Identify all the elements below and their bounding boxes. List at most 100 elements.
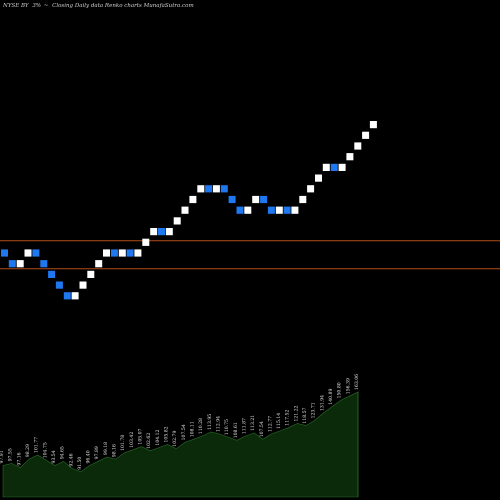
volume-label: 91.50 [77, 457, 83, 470]
reference-lines [0, 240, 500, 270]
volume-label: 105.07 [138, 428, 144, 444]
volume-label: 97.16 [16, 452, 22, 465]
volume-label: 94.65 [60, 446, 66, 459]
volume-label: 101.77 [34, 437, 40, 453]
renko-brick-down [228, 195, 236, 204]
renko-brick-up [212, 185, 220, 193]
volume-label: 102.62 [146, 433, 152, 449]
renko-brick-down [1, 249, 8, 257]
renko-brick-up [307, 185, 315, 193]
volume-label: 113.95 [207, 414, 213, 430]
volume-area [2, 391, 359, 498]
renko-brick-down [158, 228, 165, 236]
change-label: 3% [32, 3, 41, 9]
renko-brick-down [330, 163, 338, 171]
renko-brick-down [236, 206, 244, 214]
volume-label: 104.75 [42, 442, 48, 458]
volume-label: 96.40 [86, 450, 92, 463]
volume-label: 121.22 [293, 405, 299, 421]
renko-brick-up [197, 185, 205, 193]
renko-brick-up [338, 163, 346, 171]
renko-brick-up [118, 249, 126, 257]
renko-brick-down [8, 260, 16, 268]
volume-label: 97.55 [8, 448, 14, 461]
renko-brick-up [244, 206, 252, 214]
volume-label: 156.39 [345, 378, 351, 394]
renko-brick-up [134, 249, 142, 257]
volume-label: 111.87 [241, 418, 247, 434]
volume-label: 117.52 [285, 410, 291, 426]
volume-label: 98.29 [25, 444, 31, 457]
renko-brick-up [275, 206, 283, 214]
caption-label: Closing Daily data Renko charts MunafaSu… [52, 3, 194, 9]
volume-label: 107.54 [259, 421, 265, 437]
renko-brick-down [267, 206, 275, 214]
volume-label: 101.78 [120, 435, 126, 451]
volume-label: 97.89 [94, 446, 100, 459]
volume-label: 108.61 [233, 422, 239, 438]
renko-brick-down [260, 195, 268, 204]
volume-label: 105.82 [164, 426, 170, 442]
volume-label: 131.94 [319, 395, 325, 411]
renko-brick-up [142, 238, 150, 246]
renko-brick-up [369, 121, 377, 129]
volume-label: 97.91 [0, 450, 5, 463]
volume-label: 118.57 [302, 407, 308, 423]
renko-brick-up [71, 292, 79, 300]
volume-label: 112.94 [216, 416, 222, 432]
renko-brick-down [63, 292, 71, 300]
renko-brick-up [165, 228, 173, 236]
volume-label: 99.18 [103, 442, 109, 455]
volume-label: 163.06 [354, 374, 360, 390]
volume-label: 150.80 [337, 382, 343, 398]
renko-brick-up [189, 195, 197, 204]
renko-brick-up [252, 195, 260, 204]
renko-brick-down [55, 281, 63, 289]
renko-brick-up [173, 217, 181, 225]
volume-label: 110.75 [224, 419, 230, 435]
renko-brick-down [205, 185, 213, 193]
volume-label: 113.21 [250, 415, 256, 431]
renko-brick-down [32, 249, 40, 257]
chart-header: NYSE BY 3% ~ Closing Daily data Renko ch… [2, 3, 194, 9]
ticker-label: NYSE BY [2, 3, 30, 9]
arrow-label: ~ [44, 3, 49, 9]
renko-brick-up [322, 163, 330, 171]
renko-brick-up [362, 131, 370, 139]
renko-brick-up [291, 206, 299, 214]
volume-label: 104.12 [155, 429, 161, 445]
renko-brick-up [354, 142, 362, 150]
renko-brick-down [40, 260, 48, 268]
renko-brick-up [150, 228, 158, 236]
renko-brick-down [220, 185, 228, 193]
renko-brick-up [79, 281, 87, 289]
renko-brick-down [110, 249, 118, 257]
volume-label: 123.71 [311, 402, 317, 418]
volume-label: 102.79 [172, 431, 178, 447]
volume-label: 92.46 [68, 453, 74, 466]
volume-label: 115.14 [276, 413, 282, 429]
renko-brick-up [346, 153, 354, 161]
renko-brick-up [299, 195, 307, 204]
volume-label: 140.89 [328, 389, 334, 405]
volume-label: 107.54 [181, 424, 187, 440]
volume-label: 93.54 [51, 450, 57, 463]
renko-brick-up [103, 249, 110, 257]
volume-label: 98.16 [112, 444, 118, 457]
renko-brick-down [126, 249, 134, 257]
renko-brick-up [315, 174, 322, 182]
renko-brick-up [87, 270, 95, 278]
renko-brick-up [95, 260, 103, 268]
renko-brick-up [16, 260, 24, 268]
volume-label: 108.11 [190, 421, 196, 437]
renko-bricks [1, 121, 377, 300]
renko-brick-down [283, 206, 291, 214]
volume-label: 103.42 [129, 432, 135, 448]
volume-label: 110.28 [198, 418, 204, 434]
renko-brick-up [24, 249, 32, 257]
volume-area-path [2, 391, 359, 498]
renko-brick-up [181, 206, 189, 214]
